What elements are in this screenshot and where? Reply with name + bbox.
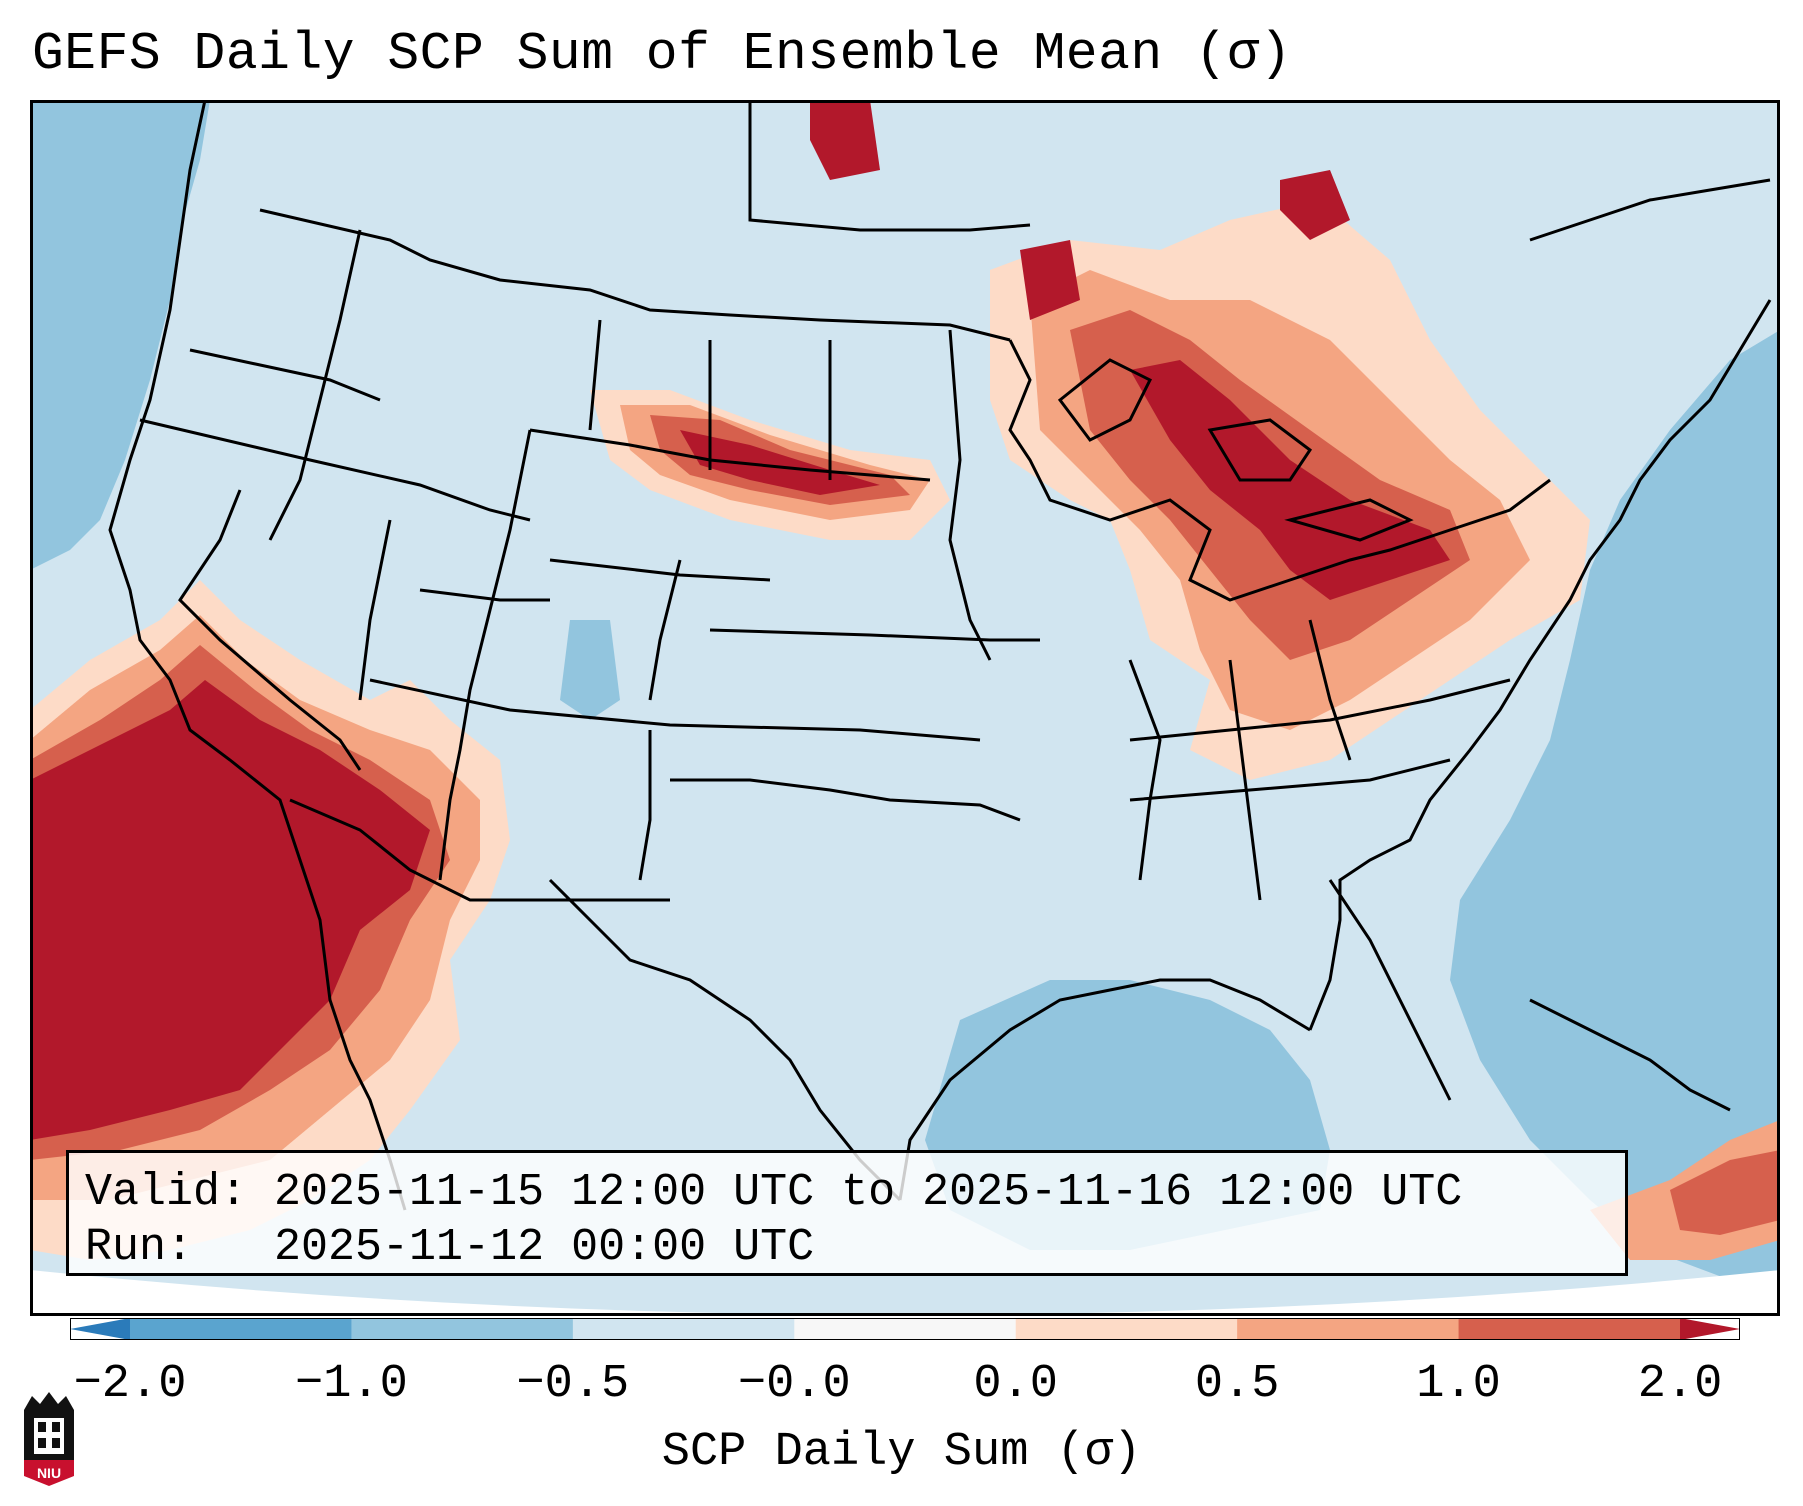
valid-time-text: Valid: 2025-11-15 12:00 UTC to 2025-11-1… xyxy=(85,1167,1463,1218)
colorbar-segment xyxy=(1458,1318,1681,1340)
colorbar-extend-high xyxy=(1680,1318,1740,1340)
colorbar-tick-label: −0.0 xyxy=(737,1358,851,1411)
colorbar-segments xyxy=(70,1318,1740,1340)
colorbar-tick-label: 0.5 xyxy=(1194,1358,1280,1411)
state-line xyxy=(748,100,1031,232)
florida-peninsula xyxy=(1328,879,1452,1101)
niu-logo: NIU xyxy=(24,1392,74,1486)
state-line xyxy=(358,519,392,701)
colorbar-tick-label: −2.0 xyxy=(73,1358,187,1411)
scp-map xyxy=(30,100,1780,1316)
colorbar-segment xyxy=(572,1318,795,1340)
state-line xyxy=(438,429,532,881)
atlantic-ocean-area xyxy=(1450,330,1780,1300)
colorbar xyxy=(70,1318,1740,1340)
southwest-positive-blob xyxy=(30,580,510,1260)
colorbar-segment xyxy=(130,1318,352,1340)
state-line xyxy=(1128,619,1352,901)
colorbar-label: SCP Daily Sum (σ) xyxy=(661,1426,1142,1479)
state-line xyxy=(178,489,362,771)
state-line xyxy=(268,229,362,541)
lake-erie xyxy=(1284,498,1414,542)
logo-text: NIU xyxy=(37,1465,61,1481)
great-lakes-shoreline xyxy=(1008,339,1551,602)
boundaries xyxy=(108,100,1772,1211)
colorbar-tick-label: −1.0 xyxy=(295,1358,408,1411)
state-line xyxy=(189,348,381,402)
colorbar-segment xyxy=(1237,1318,1460,1340)
chart-title: GEFS Daily SCP Sum of Ensemble Mean (σ) xyxy=(32,24,1292,84)
northern-border xyxy=(259,208,1011,342)
texas-outline xyxy=(548,878,902,1202)
state-line xyxy=(670,778,1021,822)
map-panel xyxy=(30,100,1780,1316)
colorbar-extend-low xyxy=(70,1318,130,1340)
lake-huron xyxy=(1207,418,1313,482)
state-line xyxy=(369,678,981,742)
state-line xyxy=(638,730,652,881)
state-line xyxy=(709,628,1040,642)
state-line xyxy=(1129,678,1511,742)
colorbar-segment xyxy=(1015,1318,1238,1340)
state-line xyxy=(1129,758,1451,802)
state-line xyxy=(139,418,531,522)
valid-run-info-box: Valid: 2025-11-15 12:00 UTC to 2025-11-1… xyxy=(66,1150,1628,1276)
colorado-negative-patch xyxy=(560,620,620,720)
state-line xyxy=(549,558,771,582)
lake-michigan xyxy=(1057,358,1153,442)
gulf-coast xyxy=(898,978,1311,1201)
run-time-text: Run: 2025-11-12 00:00 UTC xyxy=(85,1222,815,1273)
state-line xyxy=(648,559,682,701)
colorbar-segment xyxy=(351,1318,574,1340)
state-line xyxy=(588,319,992,661)
mexico-border xyxy=(289,798,670,902)
colorbar-tick-label: 0.0 xyxy=(973,1358,1059,1411)
pacific-coastline xyxy=(108,100,407,1211)
colorbar-segment xyxy=(794,1318,1017,1340)
atlantic-coast xyxy=(1308,299,1772,1031)
caribbean-islands xyxy=(1529,998,1731,1112)
pacific-ocean-area xyxy=(30,100,210,570)
colorbar-tick-label: −0.5 xyxy=(516,1358,630,1411)
maine-coast xyxy=(1529,178,1771,242)
colorbar-tick-label: 2.0 xyxy=(1637,1358,1723,1411)
state-line xyxy=(419,588,550,602)
logo-shield-icon xyxy=(24,1460,74,1486)
colorbar-tick-label: 1.0 xyxy=(1416,1358,1501,1411)
ocean-negative-areas xyxy=(30,100,1780,1300)
map-frame xyxy=(30,100,1780,1316)
projection-edge xyxy=(30,1270,1780,1316)
